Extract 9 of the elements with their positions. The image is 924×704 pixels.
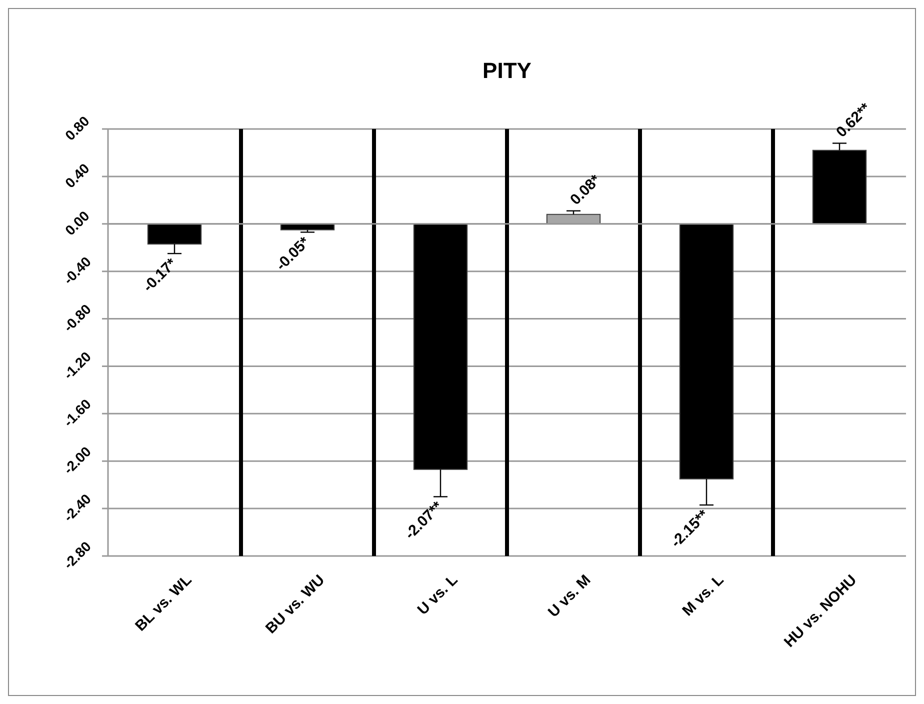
chart-title: PITY <box>482 58 532 83</box>
x-tick-label: BL vs. WL <box>132 572 196 635</box>
x-tick-label: U vs. L <box>414 572 462 618</box>
y-tick-label: 0.00 <box>62 208 93 238</box>
y-tick-label: 0.40 <box>62 160 93 191</box>
y-tick-label: 0.80 <box>62 112 93 144</box>
x-tick-label: BU vs. WU <box>262 572 328 638</box>
x-tick-label: M vs. L <box>679 572 728 620</box>
x-tick-label: U vs. M <box>544 572 594 621</box>
